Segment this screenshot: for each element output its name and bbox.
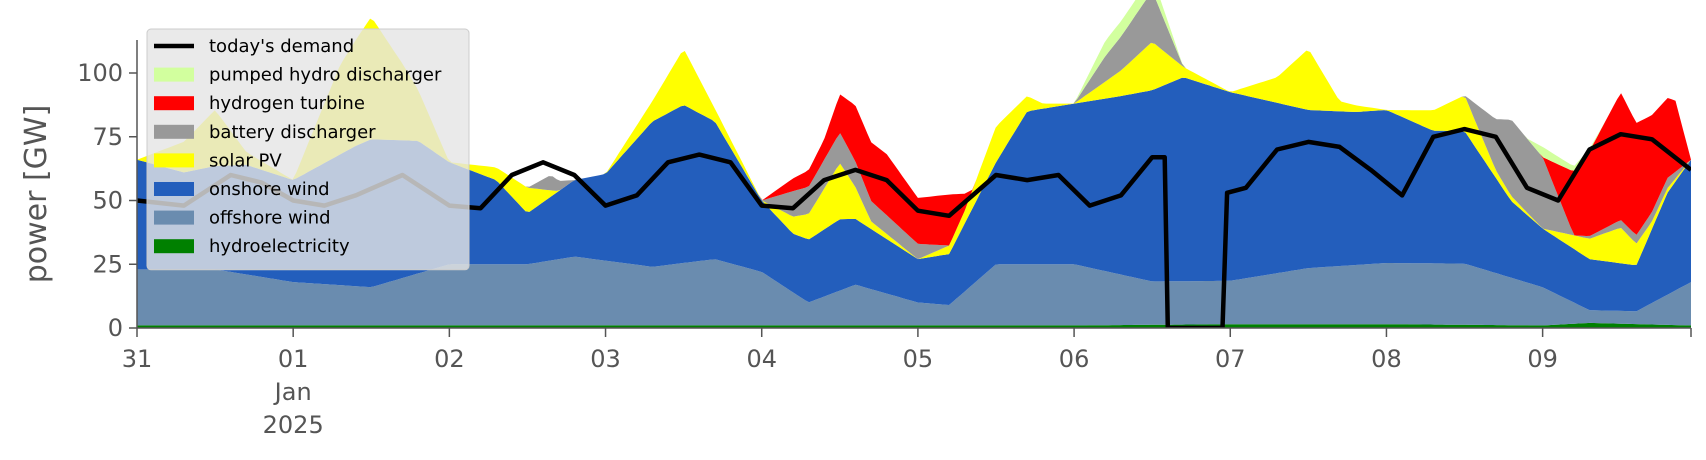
legend-item-battery-discharger: battery discharger [154, 122, 376, 143]
legend-label: onshore wind [209, 179, 330, 200]
legend-label: battery discharger [209, 122, 376, 143]
x-tick-label: 07 [1215, 345, 1246, 373]
y-tick-label: 25 [92, 250, 123, 278]
x-tick-label: 04 [746, 345, 777, 373]
legend-swatch [154, 96, 194, 111]
x-tick-sublabel: Jan [273, 378, 312, 406]
area-onshore-wind [137, 77, 1691, 312]
legend-swatch [154, 239, 194, 254]
legend: today's demand pumped hydro discharger hyd… [146, 28, 470, 271]
x-tick-label: 08 [1371, 345, 1402, 373]
legend-item-solar-pv: solar PV [154, 150, 282, 171]
legend-box [146, 28, 470, 271]
legend-swatch [154, 182, 194, 196]
y-axis-title: power [GW] [19, 105, 54, 284]
x-tick-label: 05 [903, 345, 934, 373]
x-tick-label: 03 [590, 345, 621, 373]
x-tick-sublabel: 2025 [263, 411, 324, 439]
x-tick-label: 09 [1527, 345, 1558, 373]
area-solar-pv [137, 18, 1691, 265]
legend-swatch [154, 153, 194, 168]
legend-label: solar PV [209, 150, 282, 171]
legend-item-offshore-wind: offshore wind [154, 208, 331, 229]
legend-item-hydroelectricity: hydroelectricity [154, 236, 350, 257]
legend-label: hydrogen turbine [209, 93, 365, 114]
x-tick-label: 01 [278, 345, 309, 373]
legend-swatch [154, 124, 194, 139]
legend-item-hydrogen-turbine: hydrogen turbine [154, 93, 365, 114]
stacked-areas [137, 0, 1691, 328]
legend-label: pumped hydro discharger [209, 65, 442, 86]
y-tick-label: 100 [77, 59, 123, 87]
x-tick-label: 02 [434, 345, 465, 373]
legend-item-pumped-hydro-discharger: pumped hydro discharger [154, 65, 442, 86]
legend-label: hydroelectricity [209, 236, 350, 257]
legend-label: today's demand [209, 36, 354, 57]
area-offshore-wind [137, 256, 1691, 326]
axes: 0 25 50 75 100 31 01 Jan 2025 02 03 04 05 06 07 08 09 pow… [19, 40, 1692, 439]
area-hydroelectricity [137, 322, 1691, 328]
y-tick-label: 0 [108, 314, 123, 342]
y-tick-label: 75 [92, 123, 123, 151]
legend-label: offshore wind [209, 208, 331, 229]
x-tick-label: 06 [1059, 345, 1090, 373]
legend-swatch [154, 210, 194, 225]
legend-swatch [154, 67, 194, 82]
legend-item-onshore-wind: onshore wind [154, 179, 330, 200]
area-hydrogen-turbine [137, 0, 1691, 246]
legend-item-today-s-demand: today's demand [154, 36, 354, 57]
y-tick-label: 50 [92, 187, 123, 215]
x-tick-label: 31 [122, 345, 153, 373]
